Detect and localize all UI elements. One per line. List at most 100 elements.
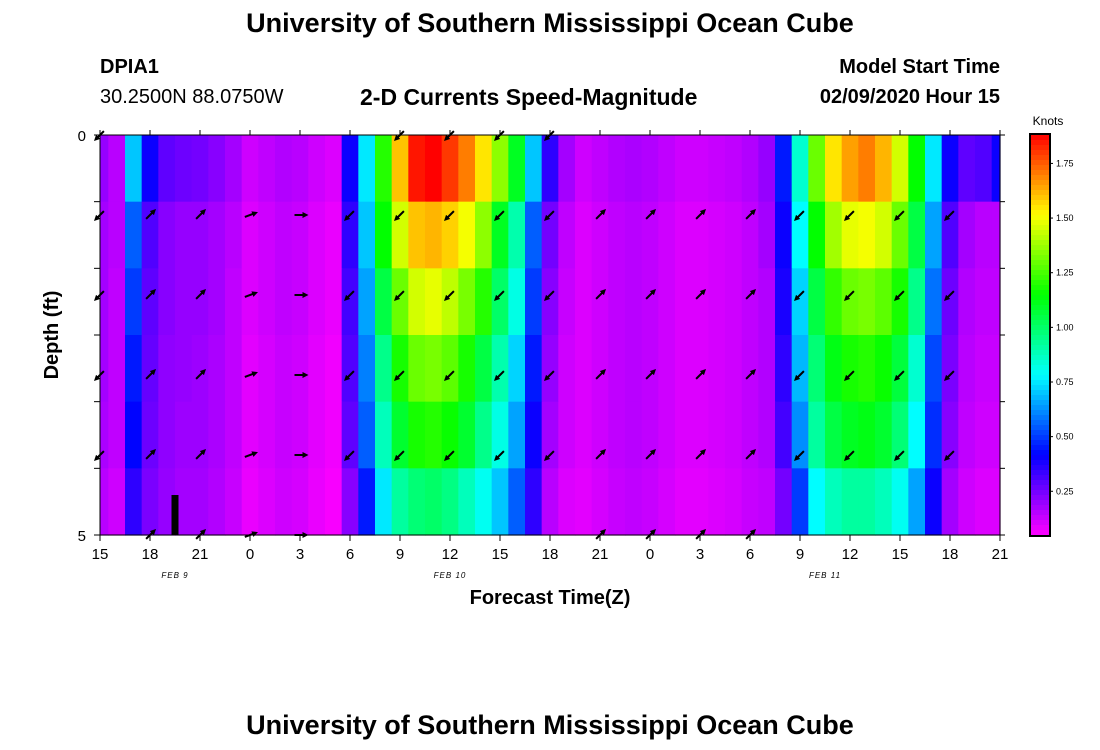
heatmap-cell [375,268,393,336]
current-vector-arrow [893,450,905,462]
colorbar-step [1030,230,1050,236]
heatmap-cell [175,268,193,336]
colorbar-step [1030,305,1050,311]
heatmap-cell [691,135,709,203]
current-vector-arrow [493,450,505,462]
colorbar-step [1030,400,1050,406]
heatmap-cell [825,201,843,269]
current-vector-arrow [493,370,505,382]
heatmap-cell [591,401,609,469]
heatmap-cell [358,401,376,469]
colorbar-step [1030,485,1050,491]
heatmap-cell [100,335,109,403]
colorbar-step [1030,160,1050,166]
heatmap-cell [358,468,376,536]
station-location: 30.2500N 88.0750W [100,86,284,108]
heatmap-cell [241,335,259,403]
heatmap-cell [975,401,993,469]
heatmap-cell [341,401,359,469]
colorbar-step [1030,225,1050,231]
heatmap-cell [708,468,726,536]
heatmap-cell [841,401,859,469]
heatmap-cell [708,201,726,269]
heatmap-cell [608,335,626,403]
colorbar-step [1030,450,1050,456]
current-time-marker [171,495,179,535]
heatmap-cell [158,268,176,336]
heatmap-cell [925,335,943,403]
heatmap-cell [125,335,143,403]
heatmap-cell [341,201,359,269]
heatmap-cell [141,268,159,336]
current-vector-arrow [195,208,207,220]
colorbar-step [1030,255,1050,261]
colorbar-step [1030,270,1050,276]
heatmap-cell [425,201,443,269]
current-vector-arrow [843,290,855,302]
heatmap-cell [491,201,509,269]
colorbar-tick-label: 0.50 [1056,432,1074,442]
y-tick-label-0: 0 [78,128,86,145]
heatmap-cell [391,201,409,269]
current-vector-arrow [343,290,355,302]
colorbar-step [1030,500,1050,506]
heatmap-cell [875,268,893,336]
heatmap-cell [441,401,459,469]
colorbar-step [1030,515,1050,521]
colorbar-step [1030,445,1050,451]
heatmap-cell [725,468,743,536]
heatmap-cell [325,335,343,403]
heatmap-cell [958,201,976,269]
x-tick-label: 6 [346,546,354,563]
heatmap-cell [475,468,493,536]
heatmap-cell [908,268,926,336]
colorbar-step [1030,510,1050,516]
heatmap-cell [908,401,926,469]
current-vector-arrow [893,370,905,382]
current-vector-arrow [493,210,505,222]
colorbar-step [1030,410,1050,416]
current-vector-arrow [695,208,707,220]
heatmap-cell [741,335,759,403]
heatmap-cell [491,268,509,336]
heatmap-cell [591,268,609,336]
heatmap-cell [258,268,276,336]
heatmap-cell [941,135,959,203]
heatmap-cell [675,268,693,336]
heatmap-cell [391,268,409,336]
heatmap-cell [408,335,426,403]
current-vector-arrow [943,210,955,222]
x-tick-label: 0 [646,546,654,563]
heatmap-cell [275,201,293,269]
colorbar [1030,135,1050,536]
heatmap-cell [475,201,493,269]
heatmap-cell [775,201,793,269]
heatmap-cell [341,468,359,536]
colorbar-step [1030,205,1050,211]
current-vector-arrow [843,450,855,462]
heatmap-cell [941,335,959,403]
heatmap-cell [225,135,243,203]
colorbar-step [1030,135,1050,141]
colorbar-step [1030,330,1050,336]
heatmap-cell [241,268,259,336]
axis-ticks [94,130,1005,541]
heatmap-cell [625,268,643,336]
heatmap-cell [308,401,326,469]
heatmap-cell [891,468,909,536]
heatmap-cell [925,135,943,203]
heatmap-cell [825,335,843,403]
heatmap-cell [541,468,559,536]
heatmap-cell [558,268,576,336]
colorbar-step [1030,325,1050,331]
current-vector-arrow [543,370,555,382]
colorbar-step [1030,240,1050,246]
current-vector-arrow [745,208,757,220]
colorbar-step [1030,275,1050,281]
heatmap-cell [408,201,426,269]
x-tick-label: 12 [842,546,859,563]
heatmap-cell [525,335,543,403]
heatmap-cell [725,401,743,469]
heatmap-cell [175,401,193,469]
heatmap-cell [825,468,843,536]
